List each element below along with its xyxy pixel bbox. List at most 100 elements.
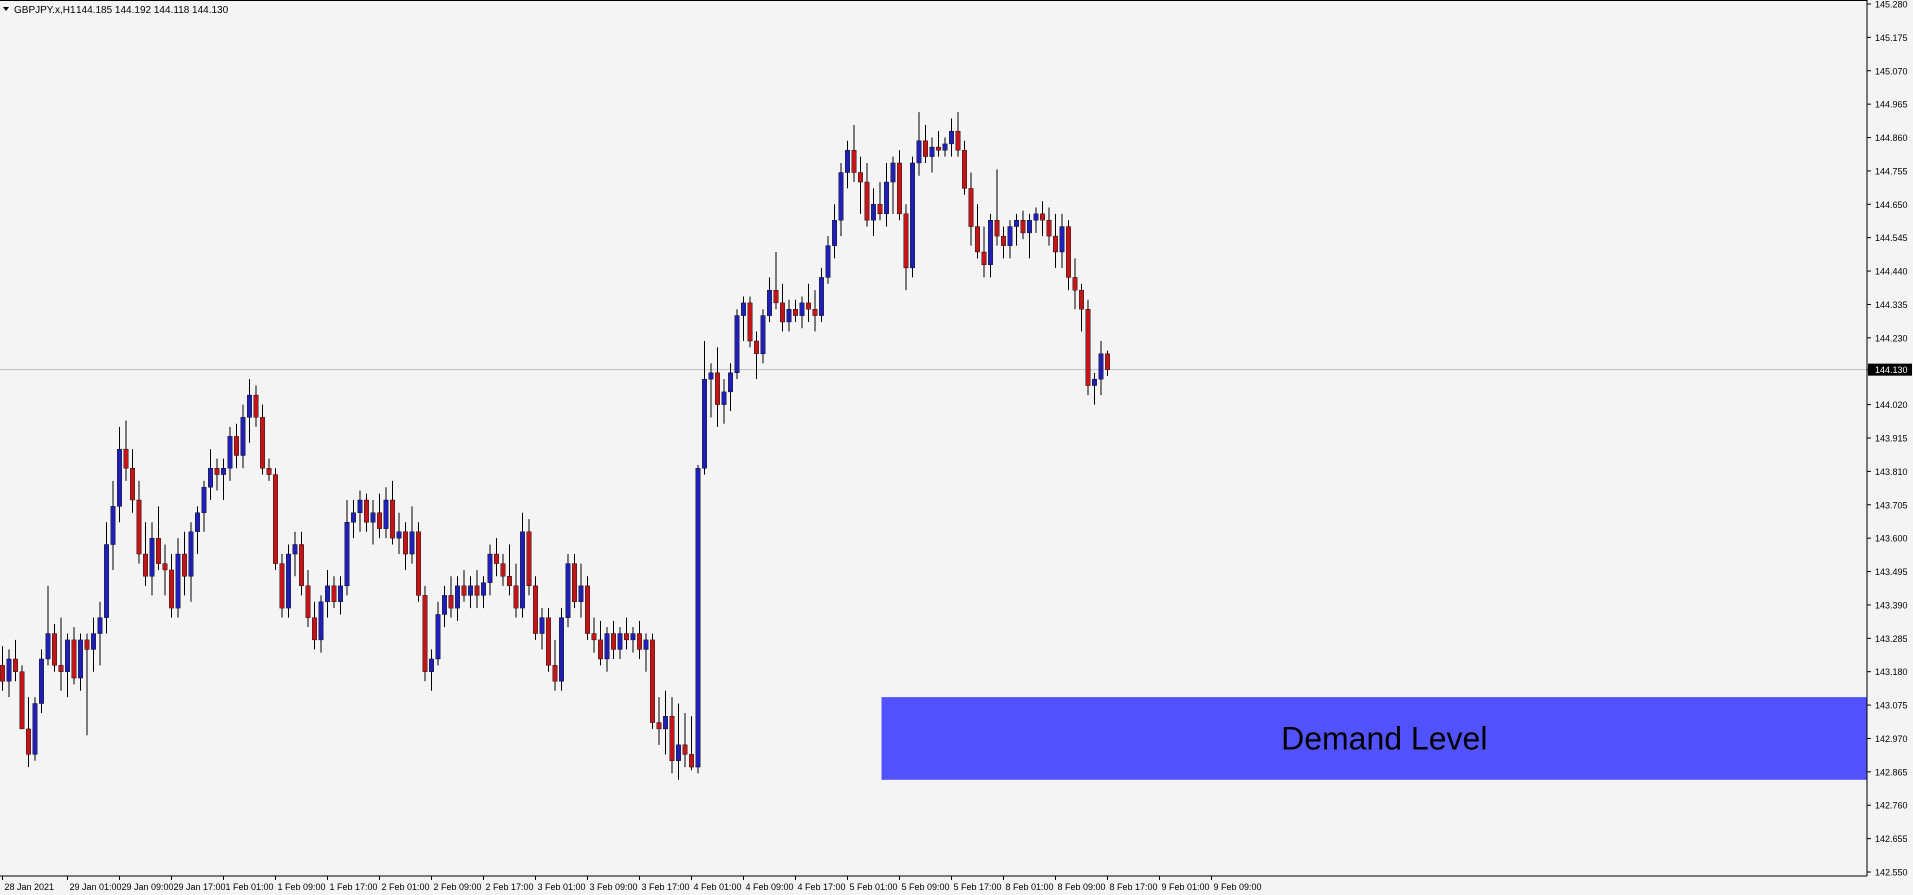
y-tick-label: 142.970 <box>1875 734 1908 744</box>
dropdown-triangle-icon[interactable] <box>3 7 9 11</box>
symbol-label: GBPJPY.x,H1 <box>14 5 76 16</box>
candle-body-bear <box>968 188 974 227</box>
candle <box>682 713 688 768</box>
candle-body-bull <box>351 512 356 523</box>
candle-body-bear <box>305 585 311 618</box>
y-tick-label: 143.285 <box>1875 634 1908 644</box>
candle-body-bull <box>1014 220 1019 227</box>
candle-body-bull <box>429 658 434 672</box>
candle <box>260 404 265 475</box>
candle-body-bull <box>357 499 363 513</box>
candle-body-bear <box>1020 220 1026 234</box>
candle-body-bull <box>221 468 226 475</box>
candle <box>370 500 376 545</box>
candle <box>266 458 272 481</box>
candle <box>747 296 753 348</box>
candle <box>136 480 142 564</box>
x-tick-label: 3 Feb 09:00 <box>590 882 638 892</box>
candle <box>71 627 77 685</box>
candle-body-bull <box>708 372 714 380</box>
candle-body-bull <box>344 522 350 587</box>
candle-body-bear <box>923 140 928 157</box>
candle <box>487 544 493 596</box>
y-tick-label: 144.230 <box>1875 333 1908 343</box>
candle <box>754 331 759 380</box>
y-tick-label: 143.915 <box>1875 434 1908 444</box>
candle-body-bull <box>117 448 122 507</box>
candle-body-bull <box>929 146 935 157</box>
current-price-tag-box <box>1868 363 1912 376</box>
candle <box>253 385 259 427</box>
candle <box>1105 350 1110 376</box>
candle-body-bear <box>611 633 616 650</box>
candle-body-bull <box>97 617 103 634</box>
candle <box>247 379 252 443</box>
y-tick-label: 142.760 <box>1875 801 1908 811</box>
candle <box>279 554 285 618</box>
candle-body-bull <box>578 585 584 602</box>
candle <box>149 522 155 596</box>
candle-body-bull <box>318 601 324 641</box>
candle <box>318 595 324 653</box>
candle-body-bear <box>864 181 870 221</box>
current-price-tag-label: 144.130 <box>1875 365 1908 375</box>
x-tick-label: 9 Feb 09:00 <box>1214 882 1262 892</box>
candle-body-bull <box>767 289 772 316</box>
candle <box>786 299 792 332</box>
candle <box>65 633 70 698</box>
candle-body-bear <box>507 576 512 587</box>
candle <box>669 697 675 774</box>
candle <box>1007 220 1013 259</box>
candle-body-bear <box>312 617 317 641</box>
candle-body-bull <box>630 633 636 641</box>
candle <box>58 617 64 691</box>
candle-body-bear <box>253 394 259 418</box>
candle <box>273 468 278 570</box>
candle-body-bull <box>175 553 181 609</box>
candle-body-bear <box>162 563 168 571</box>
candle <box>994 169 1000 246</box>
y-tick-label: 143.390 <box>1875 600 1908 610</box>
y-tick-label: 142.655 <box>1875 834 1908 844</box>
candle-body-bull <box>741 302 746 316</box>
candle-body-bull <box>370 512 376 523</box>
candle <box>695 465 701 774</box>
candle-body-bear <box>572 563 577 602</box>
candle <box>468 576 473 609</box>
candle-body-bear <box>975 226 980 253</box>
candle <box>617 627 623 659</box>
candle-body-bull <box>604 633 610 660</box>
candle <box>624 617 629 650</box>
candle-body-bull <box>695 468 701 768</box>
x-tick-label: 1 Feb 09:00 <box>278 882 326 892</box>
candle <box>1033 207 1039 233</box>
candle-body-bull <box>383 499 389 529</box>
candle <box>91 617 96 672</box>
candle <box>897 150 902 221</box>
candle-body-bear <box>1040 213 1045 221</box>
candle-body-bull <box>65 639 70 672</box>
candlestick-series <box>0 112 1110 780</box>
candle-body-bull <box>149 537 155 577</box>
candle-body-bear <box>364 499 369 523</box>
candle <box>435 601 441 666</box>
candle <box>1092 372 1097 405</box>
candle-body-bear <box>19 671 25 730</box>
candle-body-bear <box>851 150 857 173</box>
candle <box>955 112 961 157</box>
candle-body-bear <box>526 531 532 587</box>
candle <box>578 563 584 618</box>
candle-body-bear <box>806 302 811 310</box>
candle-body-bear <box>390 499 395 539</box>
candle-body-bear <box>461 585 467 596</box>
y-tick-label: 144.755 <box>1875 166 1908 176</box>
candle <box>604 627 610 672</box>
candle <box>630 627 636 653</box>
candle <box>305 569 311 628</box>
ohlc-readout: 144.185 144.192 144.118 144.130 <box>76 5 229 16</box>
candle-body-bull <box>643 639 649 650</box>
candle-body-bull <box>481 582 486 596</box>
candle <box>864 162 870 227</box>
